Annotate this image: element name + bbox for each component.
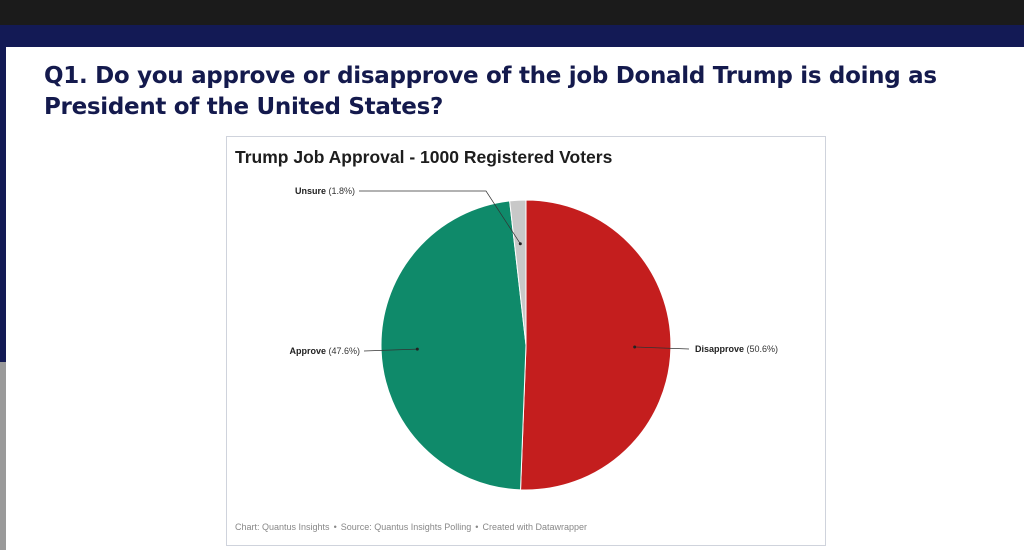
window-top-bar	[0, 0, 1024, 25]
leader-dot-disapprove	[633, 345, 637, 349]
chart-title: Trump Job Approval - 1000 Registered Vot…	[235, 147, 613, 167]
slice-label-percent: (50.6%)	[744, 344, 778, 354]
slide-left-edge	[0, 47, 6, 550]
footer-separator: •	[475, 522, 479, 532]
slide: Q1. Do you approve or disapprove of the …	[6, 47, 1024, 550]
pie-slice-disapprove	[520, 199, 672, 491]
footer-separator: •	[333, 522, 337, 532]
slide-left-edge-lower	[0, 362, 6, 550]
chart-footer: Chart: Quantus Insights • Source: Quantus …	[235, 522, 587, 532]
leader-line-disapprove	[634, 346, 690, 350]
slice-label-unsure: Unsure (1.8%)	[295, 186, 355, 196]
slice-labels: Disapprove (50.6%) Approve (47.6%) Unsure …	[289, 186, 778, 356]
chart-container: Disapprove (50.6%) Approve (47.6%) Unsure …	[226, 136, 826, 546]
pie-slices	[380, 199, 672, 491]
slice-label-percent: (1.8%)	[326, 186, 355, 196]
leader-dot-approve	[415, 347, 419, 351]
pie-chart: Disapprove (50.6%) Approve (47.6%) Unsure …	[289, 186, 778, 491]
footer-chart-credit: Chart: Quantus Insights	[235, 522, 330, 532]
slice-label-percent: (47.6%)	[326, 346, 360, 356]
slice-label-disapprove: Disapprove (50.6%)	[695, 344, 778, 354]
slice-label-name: Approve	[289, 346, 326, 356]
slice-label-name: Unsure	[295, 186, 326, 196]
leader-line-approve	[363, 348, 418, 352]
label-leaders	[359, 190, 690, 352]
slice-label-approve: Approve (47.6%)	[289, 346, 360, 356]
footer-source: Source: Quantus Insights Polling	[340, 522, 472, 532]
pie-slice-unsure	[509, 199, 527, 346]
question-title: Q1. Do you approve or disapprove of the …	[44, 63, 937, 120]
slide-header-band	[0, 25, 1024, 47]
leader-line-unsure	[359, 190, 521, 244]
pie-slice-approve	[380, 200, 527, 491]
footer-created-with: Created with Datawrapper	[482, 522, 588, 532]
slice-label-name: Disapprove	[695, 344, 744, 354]
leader-dot-unsure	[518, 242, 522, 246]
